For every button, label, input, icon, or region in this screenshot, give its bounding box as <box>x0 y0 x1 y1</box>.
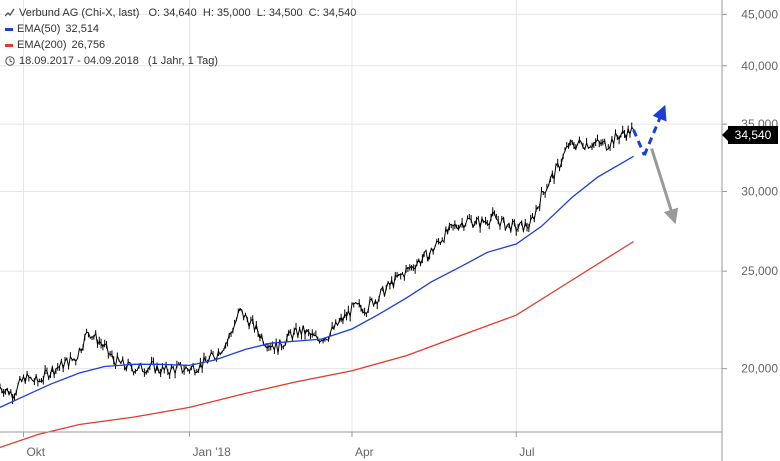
ema200-swatch <box>5 43 13 47</box>
series-layer <box>0 122 635 449</box>
y-tick-label: 45,000 <box>741 7 778 21</box>
chart-legend: Verbund AG (Chi-X, last) O: 34,640 H: 35… <box>5 5 356 69</box>
ema50-value: 32,514 <box>65 23 100 35</box>
annotation-layer <box>632 104 679 225</box>
x-tick-label: Okt <box>26 445 45 459</box>
ema200-label: EMA(200) <box>17 39 67 51</box>
period-range: 18.09.2017 - 04.09.2018 <box>19 55 139 67</box>
scenario-dip-arrow <box>632 129 646 156</box>
ema50-label: EMA(50) <box>17 23 61 35</box>
legend-ema200-row[interactable]: EMA(200) 26,756 <box>5 37 356 53</box>
ohlc-values: O: 34,640 H: 35,000 L: 34,500 C: 34,540 <box>148 7 357 19</box>
period-interval: (1 Jahr, 1 Tag) <box>147 55 219 67</box>
ema50-swatch <box>5 27 13 31</box>
ema200-value: 26,756 <box>71 39 106 51</box>
y-tick-label: 20,000 <box>741 362 778 376</box>
y-tick-label: 40,000 <box>741 59 778 73</box>
last-price-badge: 34,540 <box>722 126 778 144</box>
x-tick-label: Jan '18 <box>193 445 232 459</box>
legend-title-row: Verbund AG (Chi-X, last) O: 34,640 H: 35… <box>5 5 356 21</box>
chart-line-icon <box>5 8 15 17</box>
ema200-line[interactable] <box>0 240 634 449</box>
scenario-up-arrow <box>643 104 667 156</box>
legend-period-row: 18.09.2017 - 04.09.2018 (1 Jahr, 1 Tag) <box>5 53 356 69</box>
grid <box>0 0 722 432</box>
x-tick-label: Jul <box>519 445 534 459</box>
y-tick-label: 25,000 <box>741 264 778 278</box>
price-series <box>0 122 635 405</box>
legend-ema50-row[interactable]: EMA(50) 32,514 <box>5 21 356 37</box>
scenario-down-arrow <box>650 148 679 225</box>
y-tick-label: 30,000 <box>741 184 778 198</box>
clock-icon <box>5 56 15 66</box>
instrument-title: Verbund AG (Chi-X, last) <box>19 7 140 19</box>
x-tick-label: Apr <box>355 445 374 459</box>
price-line[interactable] <box>0 125 635 401</box>
ema50-line[interactable] <box>0 155 634 408</box>
